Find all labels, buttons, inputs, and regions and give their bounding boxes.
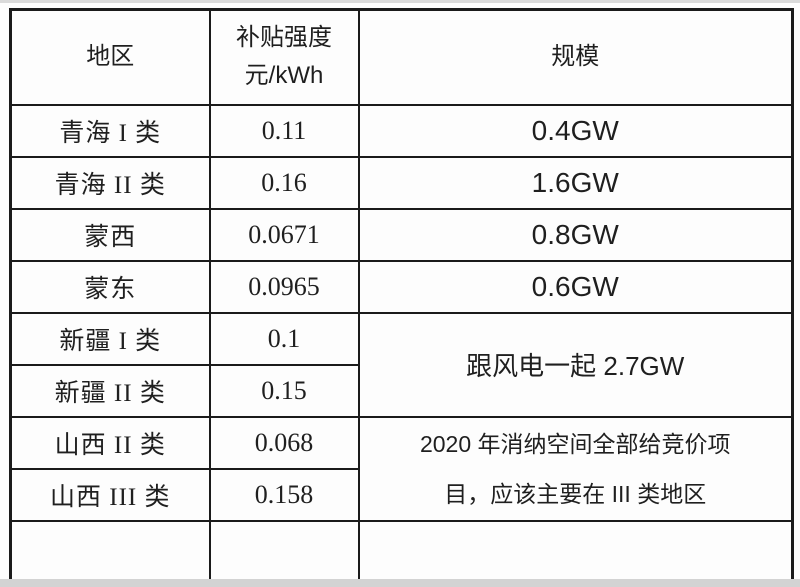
- subsidy-table: 地区 补贴强度 元/kWh 规模 青海 I 类 0.11 0.4GW 青海 II…: [9, 8, 794, 587]
- region-cell: 山西 II 类: [9, 415, 211, 470]
- header-scale: 规模: [357, 8, 794, 106]
- table-row: 山西 III 类 0.158: [9, 467, 793, 522]
- region-cell: 新疆 I 类: [9, 311, 211, 366]
- subsidy-cell: 0.1: [208, 311, 360, 366]
- page-edge-bottom: [0, 579, 800, 587]
- region-cell: 浙江: [9, 519, 211, 587]
- header-subsidy-line2: 元/kWh: [244, 62, 324, 90]
- subsidy-cell: 0.15: [208, 363, 360, 418]
- region-cell: 山西 III 类: [9, 467, 211, 522]
- scale-cell: 0.8GW: [357, 207, 794, 262]
- subsidy-cell: 0.11: [208, 103, 360, 158]
- table-row: 蒙东 0.0965 0.6GW: [9, 259, 794, 314]
- table-row: 青海 II 类 0.16 1.6GW: [9, 155, 794, 210]
- header-subsidy-line1: 补贴强度: [236, 24, 332, 52]
- scale-cell-merged-shanxi: 2020 年消纳空间全部给竞价项 目，应该主要在 III 类地区: [357, 415, 794, 522]
- table-row: 新疆 II 类 0.15: [9, 363, 793, 418]
- scale-cell-merged-xinjiang: 跟风电一起 2.7GW: [357, 311, 794, 418]
- subsidy-cell: 0.068: [208, 415, 360, 470]
- table-row: 新疆 I 类 0.1 跟风电一起 2.7GW: [9, 311, 794, 418]
- subsidy-cell: 0.0965: [208, 259, 360, 314]
- table-row: 青海 I 类 0.11 0.4GW: [9, 103, 794, 158]
- subsidy-cell: 0.0671: [208, 207, 360, 262]
- page-edge-top: [0, 0, 800, 3]
- subsidy-cell: 0.0747: [208, 519, 360, 587]
- table-header-row: 地区 补贴强度 元/kWh 规模: [9, 8, 794, 106]
- region-cell: 青海 II 类: [9, 155, 211, 210]
- region-cell: 蒙西: [9, 207, 211, 262]
- region-cell: 青海 I 类: [9, 103, 211, 158]
- header-subsidy: 补贴强度 元/kWh: [208, 8, 360, 106]
- scale-cell: 0.6GW: [357, 259, 794, 314]
- table-row: 蒙西 0.0671 0.8GW: [9, 207, 794, 262]
- scale-cell: 1.6GW: [357, 155, 794, 210]
- table-row: 山西 II 类 0.068 2020 年消纳空间全部给竞价项 目，应该主要在 I…: [9, 415, 794, 522]
- region-cell: 蒙东: [9, 259, 211, 314]
- scale-cell: 0.4GW: [357, 103, 794, 158]
- subsidy-cell: 0.16: [208, 155, 360, 210]
- header-region: 地区: [9, 8, 211, 106]
- region-cell: 新疆 II 类: [9, 363, 211, 418]
- subsidy-cell: 0.158: [208, 467, 360, 522]
